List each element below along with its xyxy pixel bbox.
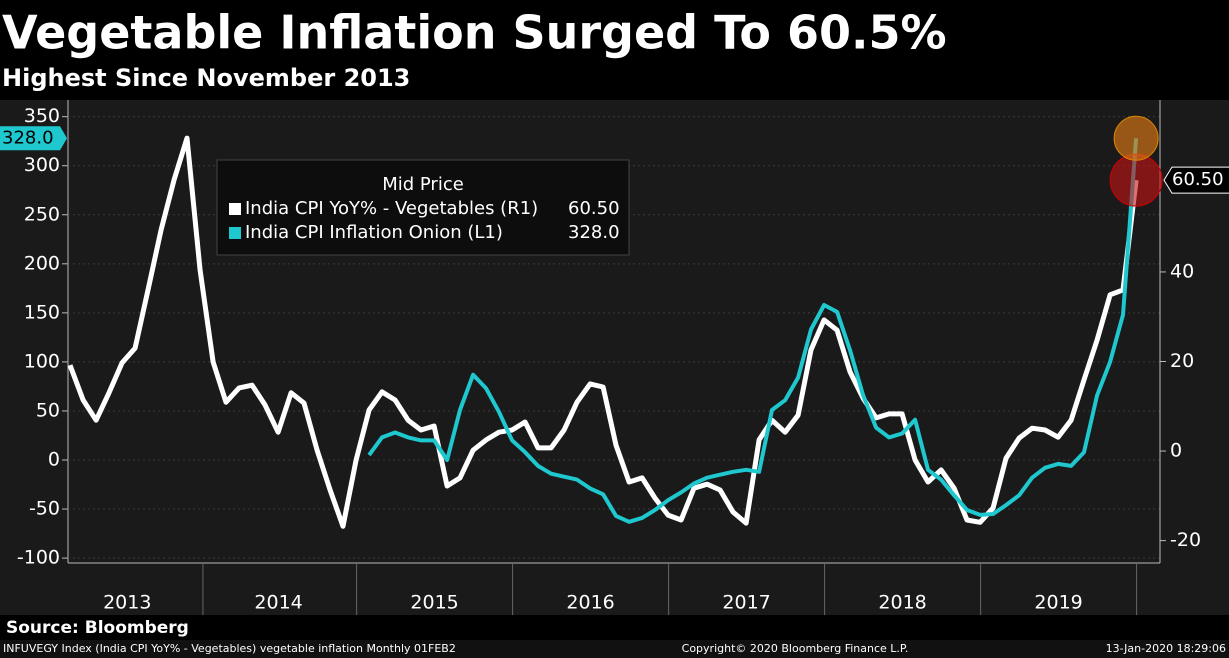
legend-label: India CPI Inflation Onion (L1): [245, 222, 503, 243]
footer-right: 13-Jan-2020 18:29:06: [1106, 642, 1226, 655]
x-tick-label: 2015: [410, 592, 458, 614]
value-flag-label: 328.0: [2, 127, 54, 148]
footer-bar: [0, 640, 1229, 658]
y-tick-label: 250: [24, 203, 60, 225]
series-line: [367, 138, 1139, 524]
chart-title: Vegetable Inflation Surged To 60.5%: [2, 6, 947, 60]
value-flag: [1163, 166, 1229, 194]
y-tick-label: 200: [24, 252, 60, 274]
legend-value: 328.0: [568, 222, 620, 243]
y2-tick-label: 0: [1170, 440, 1182, 462]
y-tick-label: 300: [24, 154, 60, 176]
legend-box: [216, 159, 630, 256]
y2-tick-label: -20: [1170, 529, 1201, 551]
value-flag: [0, 126, 67, 151]
legend-value: 60.50: [568, 198, 620, 219]
legend-title: Mid Price: [382, 174, 464, 195]
source: Source: Bloomberg: [6, 618, 189, 638]
chart-subtitle: Highest Since November 2013: [2, 64, 410, 92]
footer-center: Copyright© 2020 Bloomberg Finance L.P.: [682, 642, 909, 655]
legend-label: India CPI YoY% - Vegetables (R1): [245, 198, 538, 219]
legend-swatch: [229, 227, 241, 239]
value-flag-label: 60.50: [1172, 169, 1224, 190]
x-tick-label: 2016: [566, 592, 614, 614]
x-tick-label: 2018: [878, 592, 926, 614]
y2-tick-label: 20: [1170, 350, 1194, 372]
y-tick-label: 100: [24, 350, 60, 372]
y-tick-label: -50: [29, 498, 60, 520]
x-tick-label: 2013: [103, 592, 151, 614]
y-tick-label: -100: [17, 547, 60, 569]
x-tick-label: 2019: [1034, 592, 1082, 614]
end-highlight: [1109, 153, 1163, 207]
y-tick-label: 0: [48, 449, 60, 471]
footer-left: INFUVEGY Index (India CPI YoY% - Vegetab…: [3, 642, 456, 655]
x-tick-label: 2017: [722, 592, 770, 614]
y-tick-label: 150: [24, 301, 60, 323]
y2-tick-label: 40: [1170, 260, 1194, 282]
y-tick-label: 350: [24, 105, 60, 127]
x-tick-label: 2014: [254, 592, 302, 614]
end-highlight: [1113, 115, 1159, 161]
y-tick-label: 50: [36, 399, 60, 421]
legend-swatch: [229, 203, 241, 215]
